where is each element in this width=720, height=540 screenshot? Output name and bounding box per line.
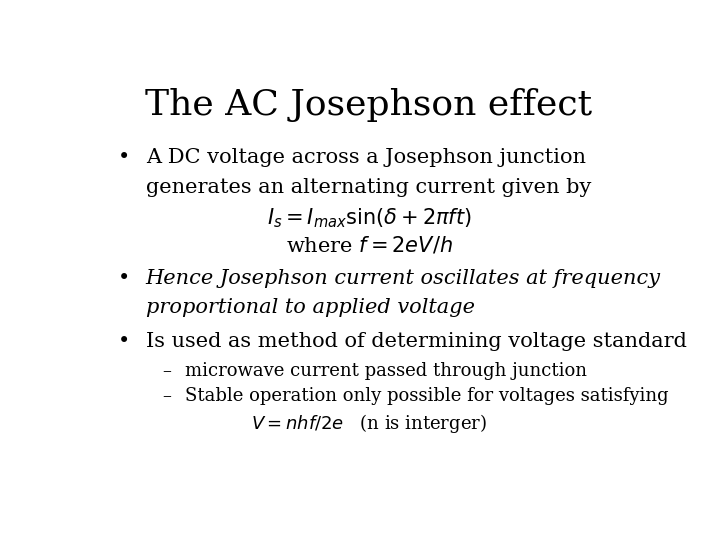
Text: –: – — [163, 362, 171, 380]
Text: $I_s=I_{max}\mathrm{sin}(\delta+2\pi ft)$: $I_s=I_{max}\mathrm{sin}(\delta+2\pi ft)… — [266, 206, 472, 230]
Text: $V=nhf/2e$   (n is interger): $V=nhf/2e$ (n is interger) — [251, 411, 487, 435]
Text: Is used as method of determining voltage standard: Is used as method of determining voltage… — [145, 332, 687, 351]
Text: •: • — [118, 332, 130, 351]
Text: proportional to applied voltage: proportional to applied voltage — [145, 299, 474, 318]
Text: where $f=2eV/h$: where $f=2eV/h$ — [286, 234, 452, 255]
Text: Stable operation only possible for voltages satisfying: Stable operation only possible for volta… — [185, 387, 668, 404]
Text: generates an alternating current given by: generates an alternating current given b… — [145, 178, 591, 197]
Text: The AC Josephson effect: The AC Josephson effect — [145, 87, 593, 122]
Text: A DC voltage across a Josephson junction: A DC voltage across a Josephson junction — [145, 148, 586, 167]
Text: –: – — [163, 387, 171, 404]
Text: •: • — [118, 268, 130, 287]
Text: microwave current passed through junction: microwave current passed through junctio… — [185, 362, 587, 380]
Text: •: • — [118, 148, 130, 167]
Text: Hence Josephson current oscillates at frequency: Hence Josephson current oscillates at fr… — [145, 268, 661, 287]
